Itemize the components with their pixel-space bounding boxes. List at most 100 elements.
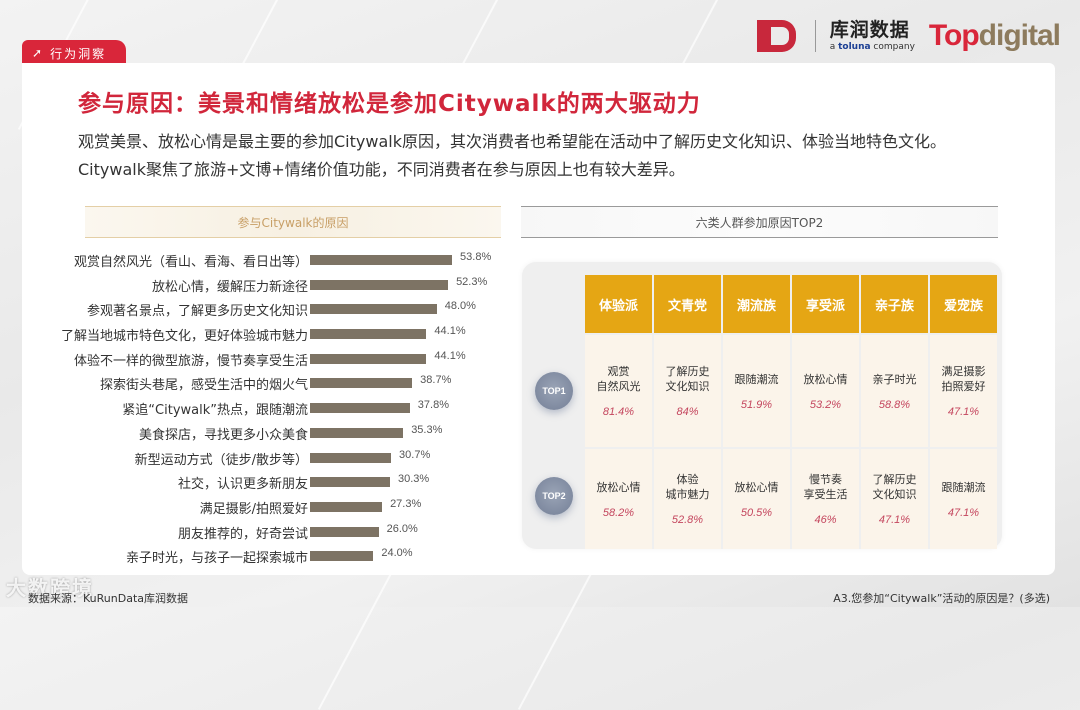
cell-percentage: 81.4%: [602, 406, 635, 418]
bar-row: 体验不一样的微型旅游，慢节奏享受生活 44.1%: [22, 346, 512, 371]
bar-value: 27.3%: [390, 497, 422, 510]
top2-badge: TOP2: [535, 477, 573, 515]
bar: [310, 477, 390, 488]
table-cell: 跟随潮流 47.1%: [930, 449, 997, 549]
bar-value: 30.7%: [399, 448, 431, 461]
table-cell: 跟随潮流 51.9%: [723, 335, 790, 447]
section-tag-label: 行为洞察: [50, 46, 107, 61]
cell-reason: 亲子时光: [872, 372, 917, 386]
bar: [310, 427, 404, 438]
bar-label: 美食探店，寻找更多小众美食: [138, 427, 308, 443]
cell-reason: 观赏 自然风光: [596, 365, 641, 393]
bar-label: 参观著名景点，了解更多历史文化知识: [86, 304, 308, 320]
bar-value: 44.1%: [434, 325, 466, 338]
kurun-logo-icon: [756, 18, 801, 54]
table-cell: 放松心情 53.2%: [792, 335, 859, 447]
bar-row: 美食探店，寻找更多小众美食 35.3%: [22, 420, 512, 445]
table-header: 六类人群参加原因TOP2: [521, 206, 998, 238]
bar: [310, 551, 374, 562]
bar-value: 53.8%: [460, 251, 492, 263]
bar-value: 35.3%: [411, 423, 443, 436]
cell-reason: 体验 城市魅力: [665, 473, 710, 501]
table-cell: 亲子时光 58.8%: [861, 335, 928, 447]
bar-value: 30.3%: [397, 473, 430, 486]
bar-value: 38.7%: [420, 374, 452, 387]
bar-row: 满足摄影/拍照爱好 27.3%: [22, 494, 512, 519]
bar-chart-header: 参与Citywalk的原因: [85, 206, 501, 238]
cell-reason: 慢节奏 享受生活: [803, 473, 848, 501]
cell-percentage: 47.1%: [947, 506, 980, 519]
table-cell: 观赏 自然风光 81.4%: [585, 335, 652, 447]
bar-row: 社交，认识更多新朋友 30.3%: [22, 469, 512, 494]
bar: [310, 304, 437, 315]
bar: [310, 353, 427, 364]
cell-reason: 放松心情: [803, 372, 848, 386]
bar-label: 紧追“Citywalk”热点，跟随潮流: [122, 403, 308, 419]
bar: [310, 255, 453, 265]
column-header: 亲子族: [861, 275, 928, 333]
cell-percentage: 47.1%: [878, 514, 911, 526]
cell-reason: 了解历史 文化知识: [665, 365, 710, 393]
bar-label: 观赏自然风光（看山、看海、看日出等）: [73, 255, 308, 270]
bar-value: 26.0%: [386, 522, 418, 535]
bar-value: 52.3%: [456, 275, 488, 288]
column-header: 体验派: [585, 275, 652, 333]
reasons-bar-chart: 观赏自然风光（看山、看海、看日出等） 53.8% 放松心情，缓解压力新途径 52.3%…: [22, 247, 512, 568]
table-cell: 体验 城市魅力 52.8%: [654, 449, 721, 549]
bar-row: 紧追“Citywalk”热点，跟随潮流 37.8%: [22, 395, 512, 420]
bar-row: 新型运动方式（徒步/散步等） 30.7%: [22, 445, 512, 470]
brand-logos: 库润数据 a toluna company Topdigital: [756, 14, 1061, 58]
bar-row: 参观著名景点，了解更多历史文化知识 48.0%: [22, 296, 512, 321]
column-header: 爱宠族: [930, 275, 997, 333]
topdigital-logo: Topdigital: [928, 19, 1061, 52]
cell-percentage: 58.2%: [602, 506, 635, 519]
top2-table: 体验派 文青党 潮流族 享受派 亲子族 爱宠族 观赏 自然风光 81.4% 了解历史 文化知识 8…: [585, 275, 997, 549]
cell-reason: 了解历史 文化知识: [872, 473, 917, 501]
cell-percentage: 46%: [814, 514, 837, 526]
cell-percentage: 53.2%: [809, 398, 842, 411]
logo-divider: [814, 20, 816, 52]
table-cell: 了解历史 文化知识 84%: [654, 335, 721, 447]
cell-reason: 放松心情: [596, 480, 641, 494]
bar-label: 朋友推荐的，好奇尝试: [177, 526, 308, 542]
page-title: 参与原因：美景和情绪放松是参加Citywalk的两大驱动力: [78, 91, 701, 117]
cell-reason: 满足摄影 拍照爱好: [941, 365, 986, 393]
kurun-logo-text: 库润数据 a toluna company: [829, 18, 915, 52]
bar: [310, 501, 383, 512]
page-description: 观赏美景、放松心情是最主要的参加Citywalk原因，其次消费者也希望能在活动中…: [78, 132, 946, 179]
bar-row: 放松心情，缓解压力新途径 52.3%: [22, 272, 512, 297]
bar-label: 新型运动方式（徒步/散步等）: [134, 452, 308, 468]
bar: [310, 279, 449, 290]
table-cell: 满足摄影 拍照爱好 47.1%: [930, 335, 997, 447]
cell-percentage: 51.9%: [740, 398, 773, 411]
bar: [310, 378, 413, 389]
bar: [310, 329, 427, 340]
bar-row: 了解当地城市特色文化，更好体验城市魅力 44.1%: [22, 321, 512, 346]
bar-value: 24.0%: [381, 547, 413, 560]
table-cell: 了解历史 文化知识 47.1%: [861, 449, 928, 549]
survey-question: A3.您参加“Citywalk”活动的原因是？(多选): [833, 592, 1050, 605]
bar-label: 放松心情，缓解压力新途径: [151, 279, 308, 295]
cell-percentage: 52.8%: [671, 514, 704, 526]
watermark: 大数跨境: [6, 576, 94, 600]
table-cell: 慢节奏 享受生活 46%: [792, 449, 859, 549]
data-source: 数据来源：KuRunData库润数据: [28, 592, 188, 605]
table-cell: 放松心情 50.5%: [723, 449, 790, 549]
bar: [310, 526, 379, 537]
kurun-name: 库润数据: [829, 18, 910, 41]
bar-row: 探索街头巷尾，感受生活中的烟火气 38.7%: [22, 370, 512, 395]
bar-value: 37.8%: [417, 399, 449, 412]
cell-reason: 跟随潮流: [941, 480, 986, 494]
kurun-tagline: a toluna company: [829, 41, 915, 52]
cell-percentage: 47.1%: [947, 406, 980, 418]
arrow-up-right-icon: ➚: [32, 46, 45, 60]
bar-value: 48.0%: [444, 300, 476, 313]
cell-percentage: 84%: [676, 406, 699, 418]
cell-percentage: 58.8%: [878, 398, 911, 411]
cell-reason: 放松心情: [734, 480, 779, 494]
table-cell: 放松心情 58.2%: [585, 449, 652, 549]
bar: [310, 452, 392, 463]
bar: [310, 403, 410, 414]
cell-reason: 跟随潮流: [734, 372, 779, 386]
bar-label: 体验不一样的微型旅游，慢节奏享受生活: [73, 353, 308, 369]
